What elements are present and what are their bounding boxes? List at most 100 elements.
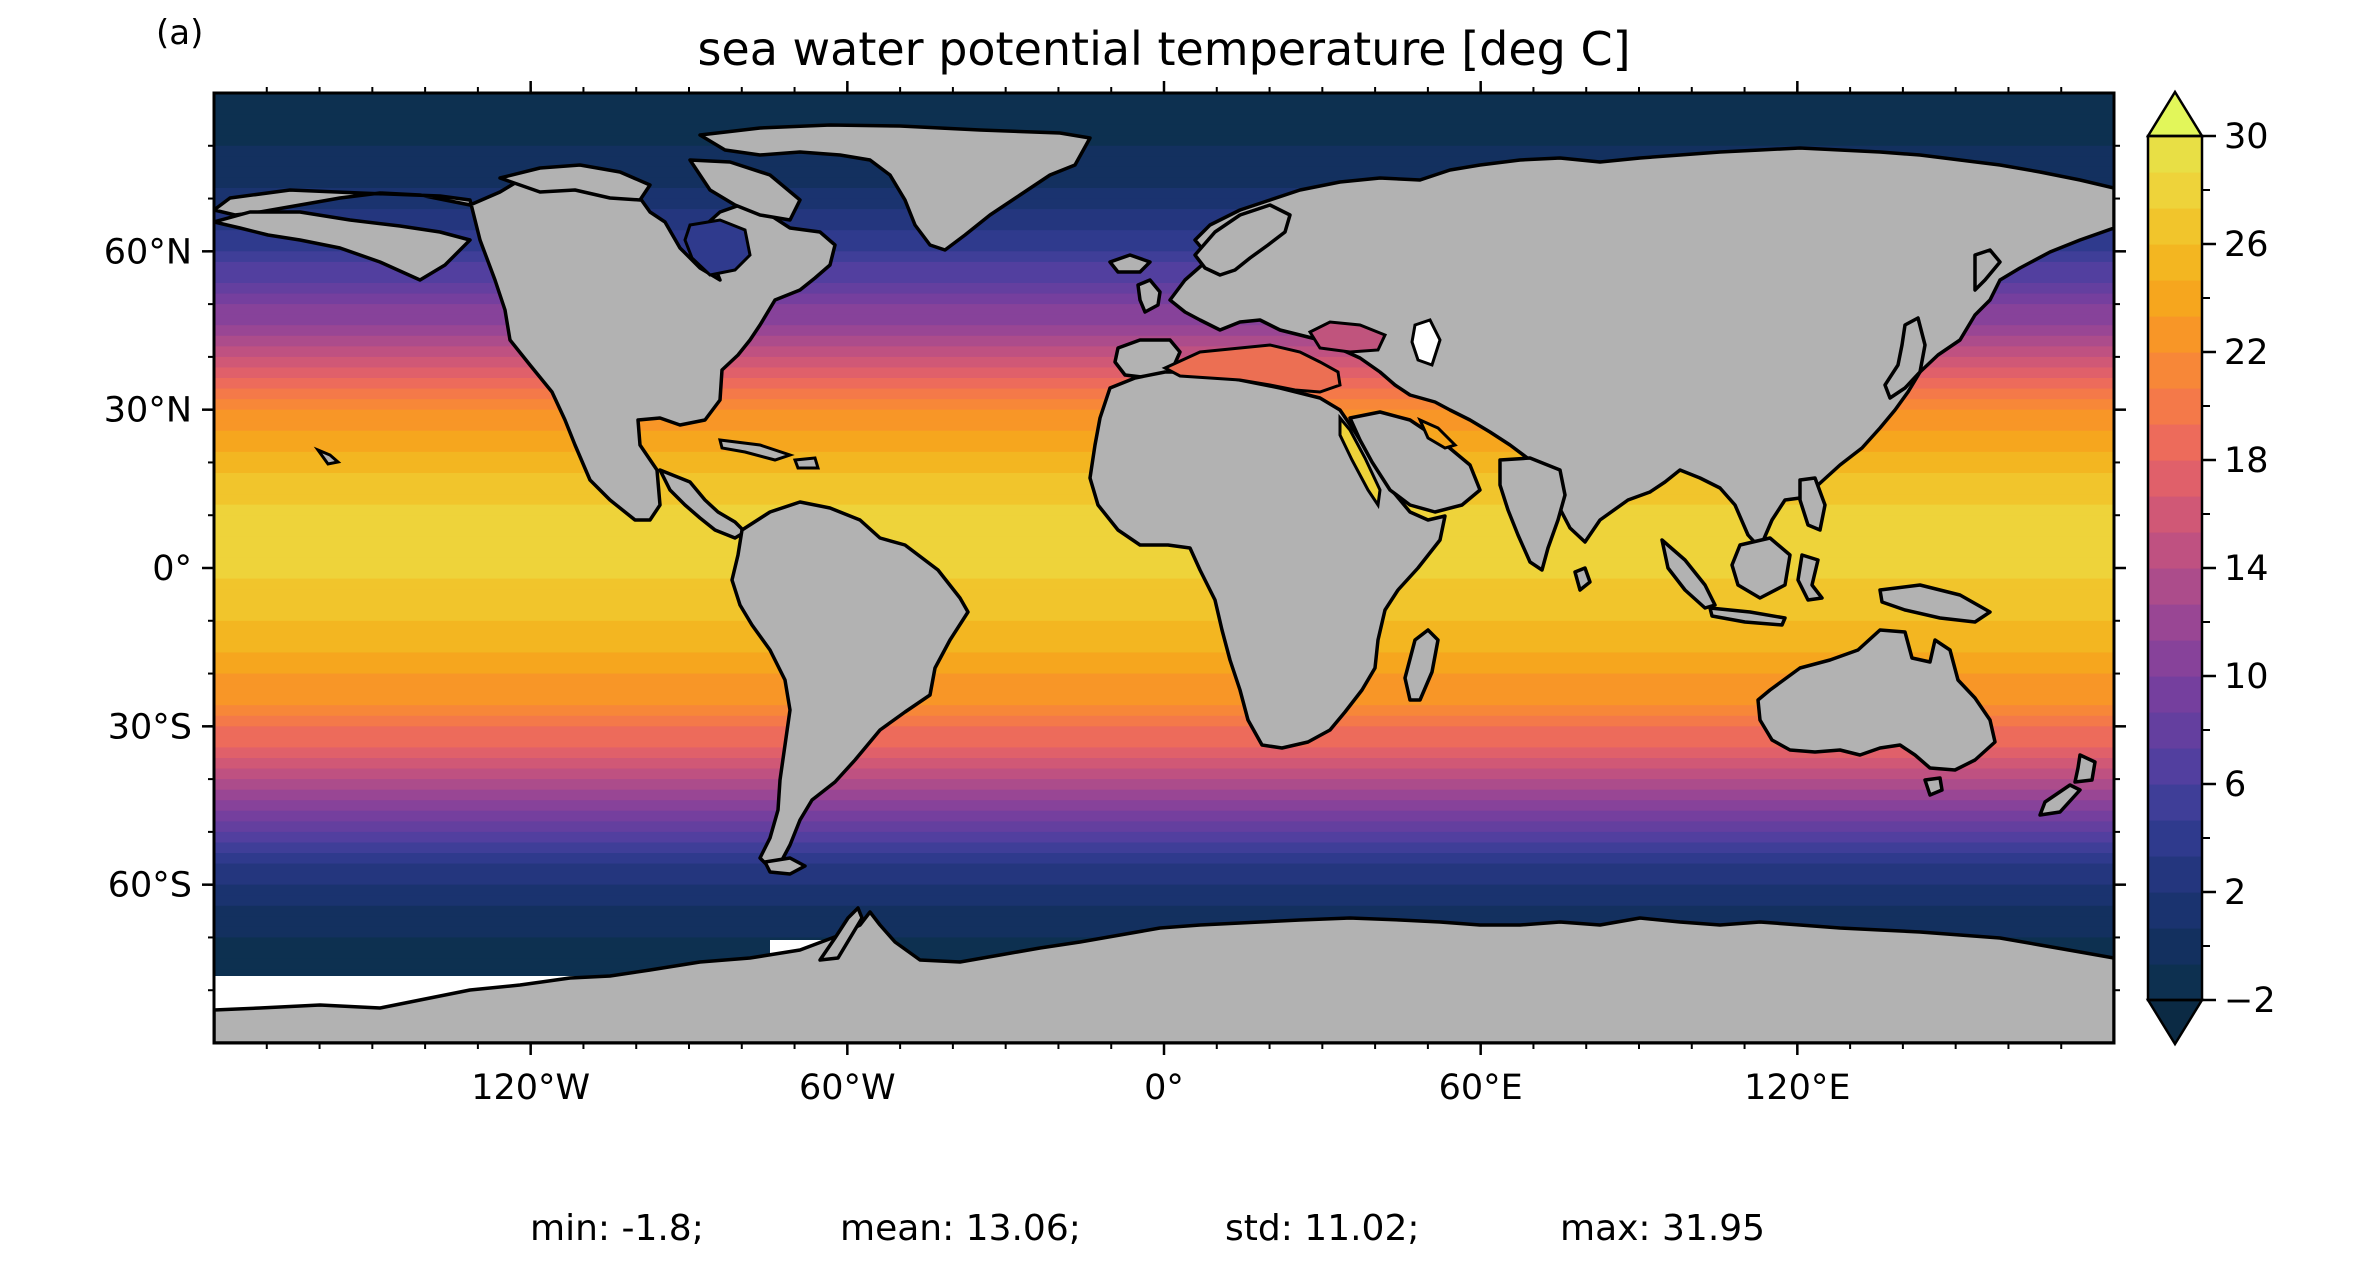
sst-band — [214, 715, 2114, 727]
sst-band — [214, 124, 2114, 136]
land-scandinavia — [1193, 203, 1292, 277]
land-philippines — [1798, 476, 1827, 532]
land-cuba — [718, 438, 795, 462]
map-axes-ticks: 60°N 30°N 0° 30°S 60°S 120°W 60°W 0° 60°E 120°E — [104, 81, 2126, 1108]
land-south-america — [730, 500, 970, 870]
sst-band — [214, 853, 2114, 865]
sst-band — [214, 314, 2114, 326]
colorbar-segment — [2148, 352, 2202, 389]
land-alaska-coast — [214, 210, 472, 282]
colorbar-segment — [2148, 316, 2202, 353]
sst-band — [214, 304, 2114, 316]
sst-band — [214, 842, 2114, 854]
colorbar-tick-label: 22 — [2224, 333, 2269, 373]
sst-band — [214, 821, 2114, 833]
sst-band — [214, 800, 2114, 812]
sst-band — [214, 156, 2114, 168]
sst-band — [214, 726, 2114, 738]
land-new-zealand-south — [2038, 783, 2082, 817]
colorbar-segment — [2148, 748, 2202, 785]
stat-std: std: 11.02; — [1225, 1208, 1419, 1249]
sst-band — [214, 135, 2114, 147]
sst-band — [214, 293, 2114, 305]
sst-band — [214, 219, 2114, 231]
colorbar-tick-label: 30 — [2224, 117, 2269, 157]
land-india — [1498, 456, 1567, 572]
sst-band — [214, 578, 2114, 590]
sst-band — [214, 758, 2114, 770]
sst-band — [214, 589, 2114, 601]
land-borneo — [1730, 536, 1792, 600]
stat-mean: mean: 13.06; — [840, 1208, 1081, 1249]
sst-band — [214, 283, 2114, 295]
land-java — [1708, 606, 1787, 627]
land-japan — [1883, 316, 1927, 400]
colorbar-segment — [2148, 424, 2202, 461]
mediterranean-sea — [1161, 343, 1342, 394]
colorbar-tick-label: 6 — [2224, 765, 2246, 805]
land-new-zealand-north — [2073, 753, 2097, 784]
lat-tick-label: 60°N — [104, 232, 192, 272]
land-eurasia — [1168, 146, 2114, 550]
sst-band — [214, 240, 2114, 252]
sst-band — [214, 905, 2114, 917]
sst-band — [214, 810, 2114, 822]
sst-band — [214, 779, 2114, 791]
panel-label: (a) — [156, 13, 203, 53]
colorbar-tick-label: −2 — [2224, 981, 2276, 1021]
sst-band — [214, 557, 2114, 569]
sst-band — [214, 768, 2114, 780]
sst-band — [214, 325, 2114, 337]
sst-band — [214, 272, 2114, 284]
colorbar-segment — [2148, 388, 2202, 425]
land-kamchatka — [1973, 248, 2002, 292]
land-new-guinea — [1878, 583, 1992, 624]
sst-band — [214, 261, 2114, 274]
lat-tick-label: 30°N — [104, 391, 192, 431]
sst-band — [214, 694, 2114, 706]
sst-band — [214, 789, 2114, 801]
colorbar-tick-label: 14 — [2224, 549, 2269, 589]
sst-band — [214, 114, 2114, 126]
sst-band — [214, 177, 2114, 189]
sst-band — [214, 663, 2114, 675]
lat-tick-label: 60°S — [108, 866, 192, 906]
colorbar-tick-label: 18 — [2224, 441, 2269, 481]
land-great-britain — [1136, 278, 1162, 314]
lon-tick-label: 0° — [1144, 1068, 1184, 1108]
land-tasmania — [1923, 776, 1944, 797]
sst-band — [214, 831, 2114, 844]
colorbar-segment — [2148, 136, 2202, 173]
land-hispaniola — [792, 456, 821, 470]
black-sea — [1307, 320, 1388, 354]
land-australia — [1756, 628, 1997, 772]
colorbar-segment — [2148, 784, 2202, 821]
map-area — [214, 93, 2114, 1043]
sst-band — [214, 166, 2114, 179]
sst-band — [214, 736, 2114, 749]
lat-tick-label: 0° — [152, 549, 192, 589]
land-greenland — [698, 123, 1092, 252]
landmasses — [214, 123, 2114, 1043]
colorbar-segment — [2148, 172, 2202, 209]
sst-band — [214, 568, 2114, 580]
map-title: sea water potential temperature [deg C] — [697, 22, 1630, 76]
land-tierra-del-fuego — [763, 856, 807, 876]
land-baffin-island — [688, 158, 802, 222]
inland-seas — [683, 218, 1458, 510]
persian-gulf — [1417, 417, 1458, 450]
stat-max: max: 31.95 — [1560, 1208, 1765, 1249]
caspian-sea — [1410, 318, 1442, 367]
sst-band — [214, 631, 2114, 643]
colorbar-segment — [2148, 244, 2202, 281]
colorbar-segment — [2148, 640, 2202, 677]
sst-band — [214, 895, 2114, 907]
land-sri-lanka — [1573, 566, 1592, 592]
colorbar-segment — [2148, 856, 2202, 893]
lon-tick-label: 120°W — [471, 1068, 590, 1108]
sst-band — [214, 599, 2114, 611]
lon-tick-label: 60°W — [799, 1068, 896, 1108]
sst-band — [214, 198, 2114, 210]
sst-band — [214, 863, 2114, 875]
hudson-bay — [683, 218, 752, 277]
